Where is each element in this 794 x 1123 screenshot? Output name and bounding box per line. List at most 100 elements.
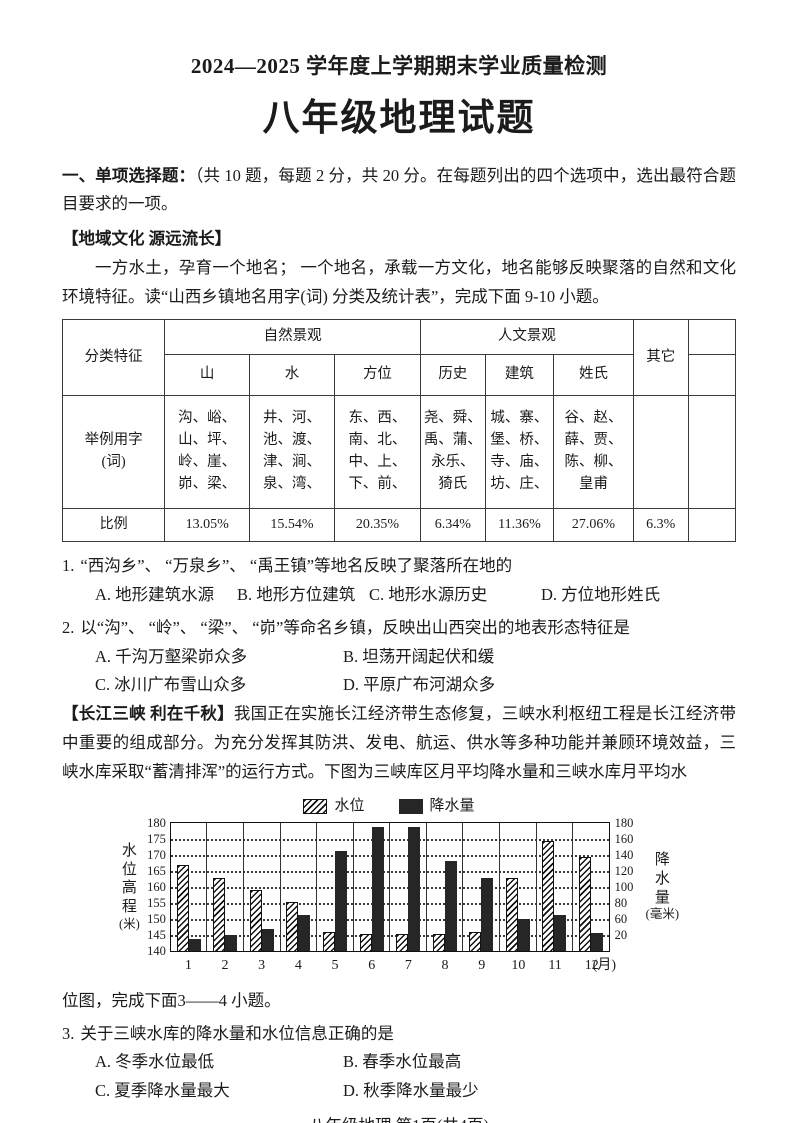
- water-level-bar: [213, 877, 226, 952]
- month-slot: [537, 823, 574, 952]
- precipitation-bar: [517, 919, 530, 952]
- table-subheader-direction: 方位: [333, 353, 422, 396]
- x-axis-label: 1: [184, 958, 192, 974]
- right-tick: 20: [614, 927, 628, 942]
- water-level-legend-swatch: [303, 798, 328, 814]
- precipitation-bar: [261, 929, 274, 952]
- month-slot: [207, 823, 244, 952]
- option-1c: C. 地形水源历史: [369, 584, 488, 604]
- month-slot: [427, 823, 464, 952]
- precipitation-bar: [554, 915, 567, 952]
- table-header-human: 人文景观: [420, 318, 634, 355]
- table-cell-examples-surname: 谷、赵、 薛、贾、 陈、柳、 皇甫: [553, 394, 634, 509]
- question-1-number: 1.: [62, 555, 75, 575]
- precipitation-bar: [225, 935, 238, 952]
- question-3: 3. 关于三峡水库的降水量和水位信息正确的是: [62, 1020, 736, 1049]
- table-cell-examples-history: 尧、舜、 禹、蒲、 永乐、 猗氏: [420, 394, 486, 509]
- table-cell-examples-blank: [687, 394, 737, 509]
- option-3b: B. 春季水位最高: [343, 1052, 462, 1072]
- x-axis-label: 7: [404, 958, 412, 974]
- question-1: 1. “西沟乡”、 “万泉乡”、 “禹王镇”等地名反映了聚落所在地的: [62, 552, 736, 581]
- right-axis-title: 降水量 (毫米): [645, 852, 679, 922]
- x-axis-label: 12: [584, 958, 599, 974]
- section-number: 一、单项选择题：: [62, 165, 196, 185]
- question-3-text: 关于三峡水库的降水量和水位信息正确的是: [80, 1023, 394, 1043]
- chart-plot: [169, 822, 610, 953]
- precipitation-legend-label: 降水量: [429, 797, 475, 814]
- table-cell-ratio-surname: 27.06%: [553, 507, 634, 542]
- table-cell-ratio-history: 6.34%: [420, 507, 486, 542]
- table-row-label-examples: 举例用字 (词): [61, 394, 166, 509]
- x-axis-label: 6: [368, 958, 376, 974]
- month-slot: [281, 823, 318, 952]
- legend-item-precipitation: 降水量: [398, 793, 475, 819]
- question-2-number: 2.: [62, 617, 75, 637]
- month-slot: [171, 823, 208, 952]
- table-cell-ratio-direction: 20.35%: [333, 507, 422, 542]
- context-paragraph-placenames: 一方水土，孕育一个地名； 一个地名，承载一方文化，地名能够反映聚落的自然和文化环…: [62, 258, 736, 306]
- left-tick: 180: [147, 815, 166, 830]
- x-axis-label: 8: [441, 958, 449, 974]
- month-slot: [244, 823, 281, 952]
- option-2d: D. 平原广布河湖众多: [343, 675, 496, 695]
- table-header-natural: 自然景观: [164, 318, 422, 355]
- month-slot: [573, 823, 609, 952]
- table-subheader-mountain: 山: [164, 353, 251, 396]
- table-header-blank-top: [687, 318, 737, 355]
- right-tick: 120: [614, 863, 634, 878]
- water-level-bar: [542, 840, 555, 952]
- water-level-bar: [469, 931, 482, 952]
- table-row-label-ratio: 比例: [61, 507, 166, 542]
- water-level-bar: [396, 933, 409, 952]
- table-cell-examples-other: [632, 394, 689, 509]
- option-2b: B. 坦荡开阔起伏和缓: [343, 646, 495, 666]
- question-3-number: 3.: [62, 1023, 75, 1043]
- three-gorges-text: 我国正在实施长江经济带生态修复，三峡水利枢纽工程是长江经济带中重要的组成部分。为…: [62, 704, 737, 781]
- right-tick: 180: [614, 815, 634, 830]
- table-subheader-water: 水: [249, 353, 335, 396]
- water-level-bar: [432, 933, 445, 952]
- option-3c: C. 夏季降水量最大: [95, 1081, 230, 1101]
- table-cell-ratio-blank: [687, 507, 737, 542]
- precipitation-bar: [408, 827, 421, 952]
- left-tick: 160: [147, 879, 166, 894]
- x-axis-label: 4: [294, 958, 302, 974]
- chart-legend: 水位 降水量: [99, 793, 679, 819]
- question-2-text: 以“沟”、 “岭”、 “梁”、 “峁”等命名乡镇，反映出山西突出的地表形态特征是: [80, 617, 630, 637]
- water-level-bar: [578, 856, 591, 952]
- precipitation-bar: [298, 915, 311, 952]
- month-slot: [317, 823, 354, 952]
- x-axis-label: 5: [331, 958, 339, 974]
- table-cell-ratio-mountain: 13.05%: [164, 507, 251, 542]
- option-2a: A. 千沟万壑梁峁众多: [95, 646, 248, 666]
- water-level-bar: [359, 933, 372, 952]
- water-level-legend-label: 水位: [334, 797, 365, 814]
- option-1b: B. 地形方位建筑: [237, 584, 356, 604]
- table-cell-ratio-water: 15.54%: [249, 507, 335, 542]
- water-level-bar: [286, 901, 299, 952]
- x-axis-label: 10: [511, 958, 526, 974]
- section-instructions: 一、单项选择题：（共 10 题，每题 2 分，共 20 分。在每题列出的四个选项…: [62, 162, 736, 220]
- water-level-bar: [322, 931, 335, 952]
- precipitation-bar: [334, 851, 347, 952]
- table-subheader-history: 历史: [420, 353, 486, 396]
- month-slot: [463, 823, 501, 952]
- table-cell-ratio-other: 6.3%: [632, 507, 689, 542]
- water-level-bar: [176, 864, 189, 952]
- right-axis-ticks: 180 160 140 120 100 80 60 20: [610, 817, 646, 951]
- x-axis-label: 9: [478, 958, 486, 974]
- water-level-precipitation-chart: 水位 降水量 水位高程 (米) 180 175 170 165 160 155 150 145…: [119, 793, 679, 979]
- left-tick: 175: [147, 831, 166, 846]
- exam-session-title: 2024—2025 学年度上学期期末学业质量检测: [190, 54, 608, 78]
- table-cell-examples-water: 井、河、 池、渡、 津、涧、 泉、湾、: [249, 394, 335, 509]
- table-cell-examples-mountain: 沟、峪、 山、坪、 岭、崖、 峁、梁、: [164, 394, 251, 509]
- table-subheader-building: 建筑: [484, 353, 555, 396]
- table-header-category: 分类特征: [61, 318, 166, 396]
- question-3-options: A. 冬季水位最低 B. 春季水位最高 C. 夏季降水量最大 D. 秋季降水量最…: [62, 1048, 736, 1106]
- page-footer: 八年级地理 第1页(共4页): [62, 1112, 736, 1123]
- option-3d: D. 秋季降水量最少: [343, 1081, 479, 1101]
- precipitation-bar: [371, 827, 384, 952]
- topic-tag-regional-culture: 【地域文化 源远流长】: [62, 229, 232, 249]
- x-axis-label: 11: [548, 958, 562, 974]
- placename-statistics-table: 分类特征 自然景观 人文景观 其它 山 水 方位 历史 建筑 姓氏 举例用字 (…: [61, 318, 737, 542]
